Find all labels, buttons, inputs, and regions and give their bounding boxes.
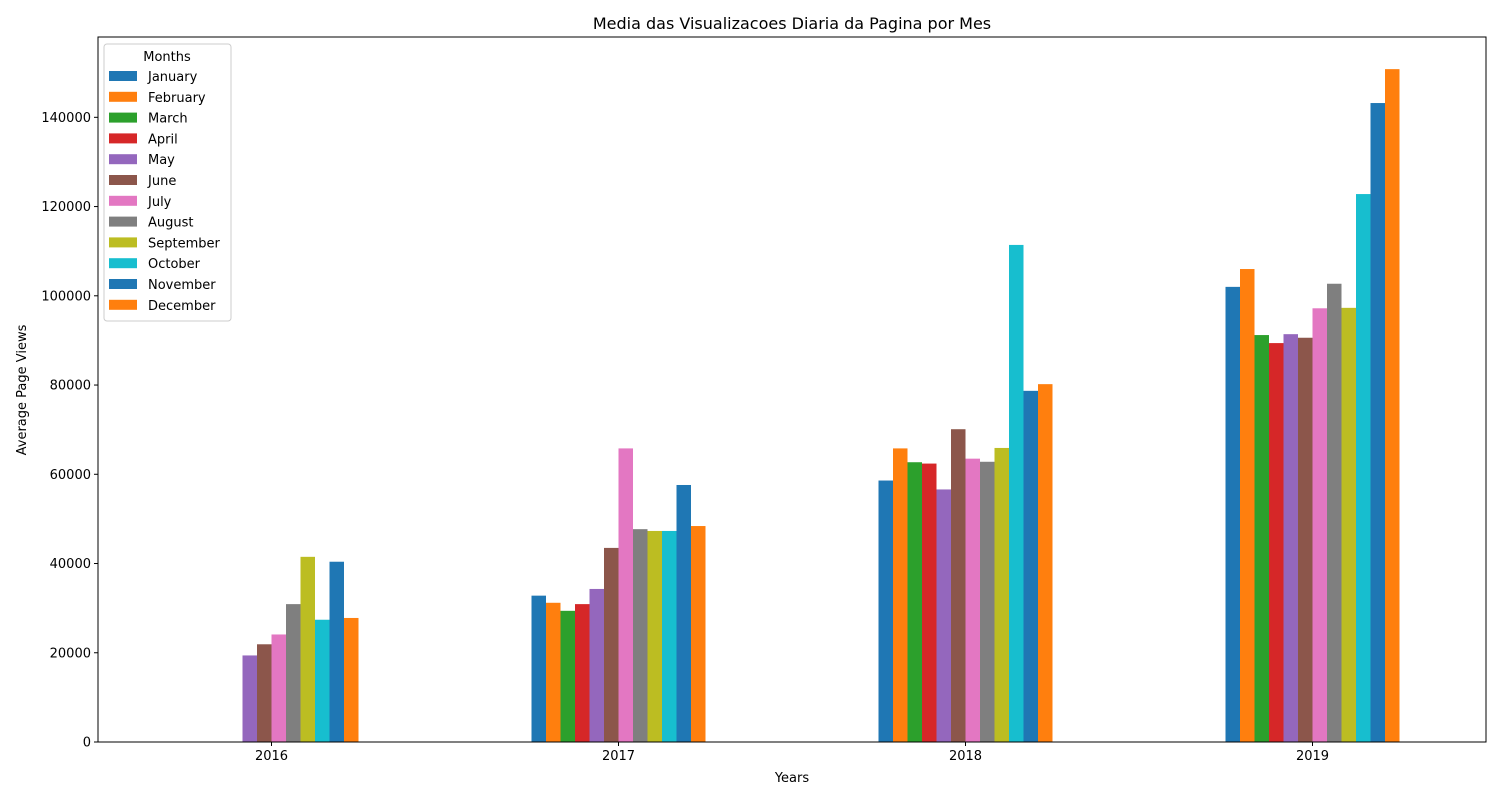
bar-october-2016	[315, 619, 330, 742]
bar-august-2017	[633, 529, 648, 742]
bar-february-2019	[1240, 269, 1255, 742]
bar-november-2016	[329, 561, 344, 742]
bar-november-2018	[1023, 390, 1038, 742]
y-tick-label: 100000	[41, 289, 91, 304]
bar-december-2017	[691, 526, 706, 742]
bar-september-2018	[994, 447, 1009, 742]
legend-label: January	[147, 70, 198, 85]
bar-december-2016	[344, 617, 359, 742]
x-ticks: 2016 2017 2018 2019	[255, 742, 1329, 764]
legend-swatch	[109, 195, 137, 206]
chart-title: Media das Visualizacoes Diaria da Pagina…	[593, 14, 991, 33]
x-tick-label: 2019	[1296, 749, 1329, 764]
y-tick-label: 0	[83, 736, 91, 751]
y-axis-label: Average Page Views	[15, 324, 30, 455]
bar-july-2018	[965, 458, 980, 742]
bar-august-2016	[286, 604, 301, 742]
bar-june-2018	[951, 429, 966, 742]
y-tick-label: 40000	[50, 557, 91, 572]
legend-label: August	[148, 216, 194, 231]
legend-swatch	[109, 258, 137, 269]
legend-swatch	[109, 175, 137, 185]
bar-october-2019	[1356, 194, 1371, 742]
bar-may-2016	[242, 655, 257, 742]
bar-october-2018	[1009, 244, 1024, 742]
bar-september-2017	[647, 530, 662, 742]
bar-july-2016	[271, 634, 286, 742]
legend-swatch	[109, 91, 137, 102]
bar-january-2018	[878, 480, 893, 742]
legend-label: April	[148, 132, 178, 147]
x-axis-label: Years	[774, 771, 810, 786]
x-tick-label: 2017	[602, 749, 635, 764]
bar-february-2017	[546, 602, 561, 742]
bar-june-2017	[604, 547, 619, 742]
legend-swatch	[109, 133, 137, 144]
legend-items: January February March April May June July Augu…	[109, 70, 221, 314]
legend-label: May	[148, 153, 175, 168]
legend-swatch	[109, 299, 137, 310]
legend-swatch	[109, 71, 137, 81]
bar-july-2019	[1312, 308, 1327, 742]
legend-label: December	[148, 299, 216, 314]
bar-january-2017	[531, 595, 546, 742]
bar-march-2017	[560, 610, 575, 742]
bar-april-2017	[575, 604, 590, 742]
bar-april-2019	[1269, 343, 1284, 742]
y-tick-label: 120000	[41, 200, 91, 215]
y-tick-label: 140000	[41, 111, 91, 126]
legend-swatch	[109, 154, 137, 165]
legend-swatch	[109, 279, 137, 289]
legend-label: September	[148, 236, 221, 251]
bar-june-2016	[257, 644, 272, 742]
bar-june-2019	[1298, 337, 1313, 742]
bar-may-2017	[589, 588, 604, 742]
legend: Months JanuaryFebruaryMarchAprilMayJuneJ…	[103, 43, 232, 322]
bar-august-2018	[980, 461, 995, 742]
bar-september-2019	[1341, 307, 1356, 742]
legend-label: March	[148, 112, 188, 127]
bars-layer	[242, 69, 1400, 743]
legend-label: October	[148, 257, 201, 272]
bar-july-2017	[618, 448, 633, 742]
bar-march-2019	[1254, 335, 1269, 742]
x-tick-label: 2016	[255, 749, 288, 764]
x-tick-label: 2018	[949, 749, 982, 764]
bar-december-2019	[1385, 69, 1400, 742]
legend-swatch	[109, 237, 137, 248]
y-ticks: 0 20000 40000 60000 80000 100000 120000 140000	[41, 111, 98, 751]
legend-swatch	[109, 216, 137, 227]
legend-title: Months	[143, 50, 191, 65]
bar-november-2017	[676, 484, 691, 742]
y-tick-label: 80000	[50, 379, 91, 394]
bar-january-2019	[1225, 286, 1240, 742]
legend-label: February	[148, 91, 206, 106]
plot-frame	[97, 36, 1487, 743]
legend-label: November	[148, 278, 216, 293]
y-tick-label: 20000	[50, 646, 91, 661]
bar-april-2018	[922, 463, 937, 742]
y-tick-label: 60000	[50, 468, 91, 483]
bar-december-2018	[1038, 384, 1053, 742]
legend-label: June	[147, 174, 176, 189]
bar-may-2019	[1283, 334, 1298, 742]
bar-march-2018	[907, 462, 922, 742]
legend-swatch	[109, 112, 137, 123]
bar-september-2016	[300, 556, 315, 742]
bar-august-2019	[1327, 283, 1342, 742]
bar-may-2018	[936, 489, 951, 742]
bar-october-2017	[662, 530, 677, 742]
bar-february-2018	[893, 448, 908, 742]
bar-november-2019	[1370, 103, 1385, 743]
legend-label: July	[147, 195, 172, 210]
